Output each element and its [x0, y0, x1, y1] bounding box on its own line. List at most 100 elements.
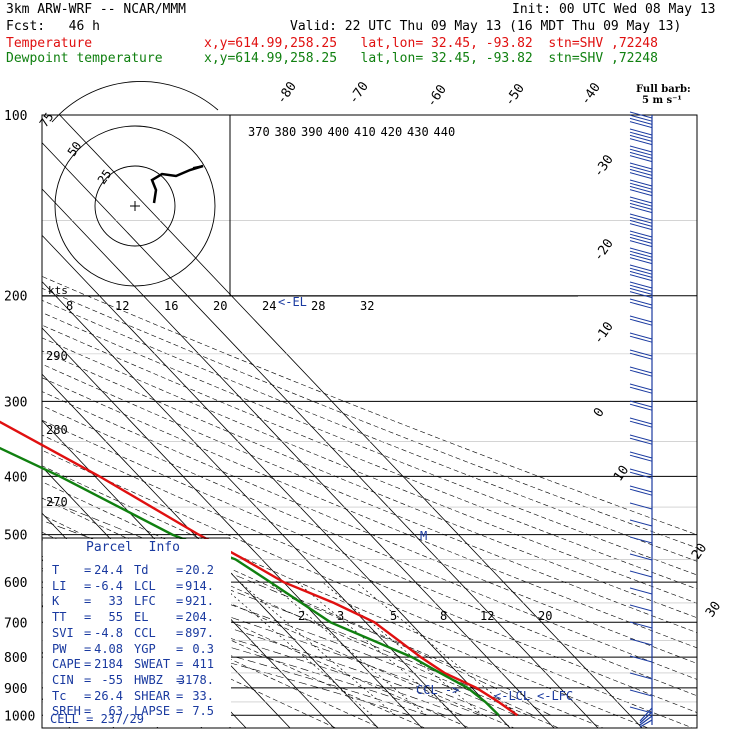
- isotherm-line: [0, 115, 26, 728]
- dry-adiabat: [42, 549, 426, 728]
- theta-e-label: 440: [434, 125, 456, 139]
- hodograph-ring-outer: [51, 81, 219, 123]
- hodograph-speed-label: 20: [213, 299, 227, 313]
- wind-barb: [629, 230, 653, 238]
- wind-barb-surface: [639, 719, 653, 728]
- parcel-row-cell: 0.3: [192, 641, 214, 656]
- wind-barb: [629, 247, 653, 255]
- theta-e-label: 430: [407, 125, 429, 139]
- wind-barb: [629, 199, 653, 207]
- hodograph-trace: [150, 164, 204, 204]
- hodograph-ring: [94, 165, 176, 247]
- dry-adiabat: [42, 481, 604, 728]
- mixing-ratio-label: 20: [538, 609, 552, 623]
- lcl-marker: <-LCL: [494, 689, 530, 703]
- wind-barb: [629, 318, 653, 326]
- wind-barb: [629, 369, 653, 377]
- parcel-row-cell: 26.4: [94, 688, 123, 703]
- wind-barb: [629, 383, 653, 391]
- parcel-row-cell: LAPSE: [134, 704, 171, 719]
- parcel-row-equals: =: [176, 578, 184, 593]
- hodograph-speed-label: 32: [360, 299, 374, 313]
- moist-adiabat: [42, 604, 428, 716]
- hodograph-speed-label: 16: [164, 299, 178, 313]
- dry-adiabat: [42, 586, 336, 728]
- wind-barb: [629, 420, 653, 428]
- pressure-label: 300: [4, 395, 27, 410]
- parcel-row-equals: =: [84, 610, 92, 625]
- model-title: 3km ARW-WRF -- NCAR/MMM: [6, 2, 187, 17]
- wind-barb: [629, 131, 653, 139]
- wind-barb: [629, 485, 653, 493]
- parcel-row-equals: =: [84, 672, 92, 687]
- wind-barb: [629, 519, 653, 527]
- isotherm-label: -80: [274, 79, 300, 107]
- parcel-row-cell: SREH: [52, 704, 81, 719]
- parcel-row-equals: =: [84, 625, 92, 640]
- parcel-row-cell: 897.: [185, 625, 214, 640]
- theta-e-label: 410: [354, 125, 376, 139]
- m-marker: M: [420, 529, 427, 543]
- wind-barb: [629, 301, 653, 309]
- isotherm-line: [42, 142, 599, 728]
- theta-e-label: 420: [381, 125, 403, 139]
- mixing-ratio-label: 8: [440, 609, 447, 623]
- wind-barb: [629, 352, 653, 360]
- mixing-ratio-label: 5: [390, 609, 397, 623]
- mixing-ratio-label: 12: [480, 609, 494, 623]
- wind-barb: [629, 291, 653, 299]
- parcel-row-equals: =: [176, 563, 184, 577]
- parcel-row-equals: =: [84, 641, 92, 656]
- wind-barb: [629, 386, 653, 394]
- wind-barb: [629, 253, 653, 261]
- lfc-marker: <-LFC: [537, 689, 573, 703]
- parcel-row-equals: =: [84, 688, 92, 703]
- mixing-ratio-label: 2: [298, 609, 305, 623]
- wind-barb: [629, 206, 653, 214]
- plot-frame: [41, 114, 698, 729]
- init-time: Init: 00 UTC Wed 08 May 13: [512, 2, 716, 17]
- pressure-label: 600: [4, 576, 27, 591]
- parcel-row-equals: =: [176, 688, 184, 703]
- dewpoint-line: [0, 446, 500, 717]
- wind-barb: [629, 267, 653, 275]
- wind-barb: [629, 111, 653, 119]
- theta-label: 290: [46, 349, 68, 363]
- parcel-row-cell: Td: [134, 563, 149, 577]
- isotherm-line: [42, 373, 379, 728]
- wind-legend-unit: 5 m s⁻¹: [642, 95, 682, 106]
- isotherm-line: [42, 281, 467, 728]
- pressure-label: 400: [4, 470, 27, 485]
- wind-barb: [629, 165, 653, 173]
- valid-time: Valid: 22 UTC Thu 09 May 13 (16 MDT Thu …: [290, 19, 682, 34]
- wind-barb: [629, 162, 653, 170]
- isotherm-line: [42, 188, 555, 728]
- parcel-row-cell: -55: [101, 672, 123, 687]
- parcel-row-cell: 2184: [94, 657, 123, 672]
- parcel-row-cell: TT: [52, 610, 67, 625]
- theta-e-label: 380: [275, 125, 297, 139]
- wind-barb: [629, 502, 653, 510]
- wind-barb-surface: [639, 715, 653, 726]
- isotherm-line: [42, 327, 423, 728]
- parcel-row-cell: LI: [52, 578, 67, 593]
- pressure-label: 1000: [4, 709, 35, 724]
- hodograph-ring: [54, 125, 216, 287]
- parcel-row-equals: =: [84, 657, 92, 672]
- parcel-row-cell: 55: [108, 610, 123, 625]
- wind-barb: [629, 468, 653, 476]
- pressure-label: 800: [4, 651, 27, 666]
- parcel-row-equals: =: [84, 704, 92, 719]
- dry-adiabat: [42, 449, 693, 728]
- wind-barb: [629, 236, 653, 244]
- pressure-label: 900: [4, 682, 27, 697]
- theta-label: 280: [46, 423, 68, 437]
- wind-barb-surface: [639, 711, 653, 724]
- wind-barb: [629, 403, 653, 411]
- ccl-marker: CCL ->: [416, 683, 459, 697]
- isotherm-label: -70: [346, 79, 372, 107]
- parcel-row-equals: =: [176, 641, 184, 656]
- wind-barb: [629, 219, 653, 227]
- parcel-row-cell: K: [52, 594, 60, 609]
- parcel-row-equals: =: [84, 594, 92, 609]
